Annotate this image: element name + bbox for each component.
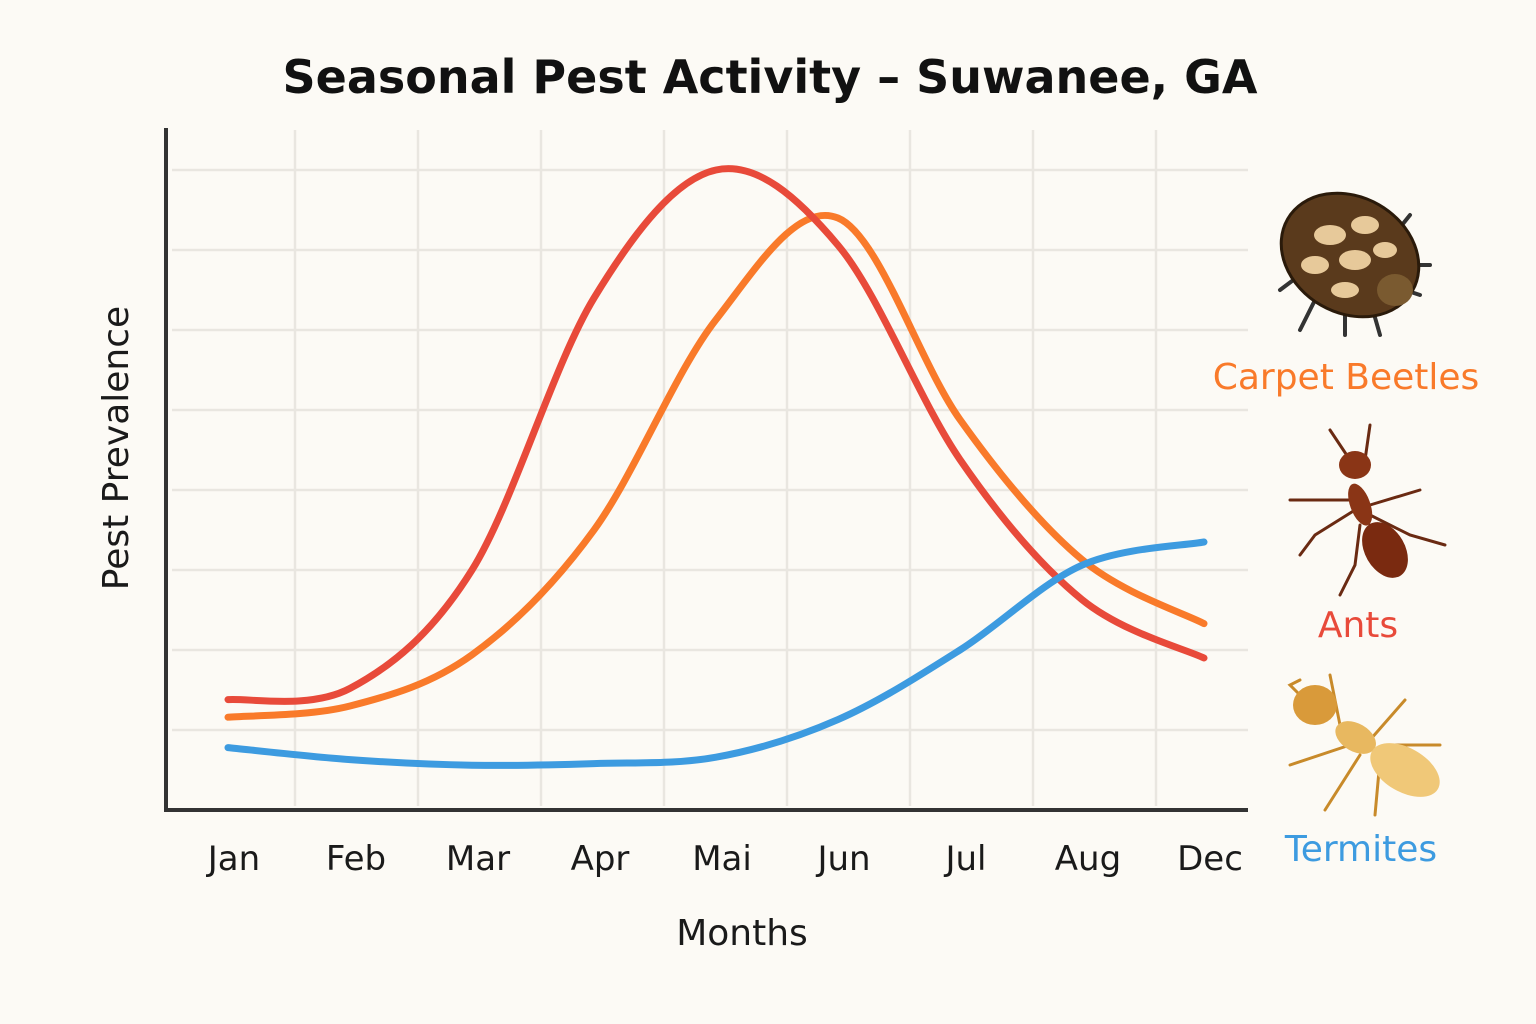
legend: Carpet Beetles Ants Termites: [1213, 191, 1480, 870]
x-tick-label: Jun: [815, 839, 870, 879]
x-tick-label: Mar: [446, 839, 510, 879]
legend-label-carpet-beetles: Carpet Beetles: [1213, 357, 1480, 398]
series-line-termites: [224, 538, 1208, 769]
series-line-ants: [224, 165, 1208, 705]
y-axis-label: Pest Prevalence: [96, 306, 137, 590]
x-tick-label: Aug: [1055, 839, 1121, 879]
ant-icon: [1288, 423, 1447, 597]
grid: [172, 130, 1248, 806]
x-tick-label: Mai: [692, 839, 752, 879]
x-tick-label: Jul: [943, 839, 986, 879]
x-tick-label: Jan: [206, 839, 260, 879]
legend-label-ants: Ants: [1318, 605, 1398, 646]
series-line-carpet-beetles: [224, 212, 1208, 721]
series-lines: [224, 165, 1208, 769]
termite-icon: [1287, 673, 1442, 817]
legend-label-termites: Termites: [1284, 829, 1437, 870]
x-tick-labels: Jan Feb Mar Apr Mai Jun Jul Aug Dec: [206, 839, 1243, 879]
x-axis-label: Months: [676, 913, 808, 954]
chart-title: Seasonal Pest Activity – Suwanee, GA: [282, 50, 1257, 104]
x-tick-label: Dec: [1177, 839, 1243, 879]
x-tick-label: Feb: [326, 839, 386, 879]
carpet-beetle-icon: [1278, 191, 1432, 337]
x-tick-label: Apr: [571, 839, 630, 879]
